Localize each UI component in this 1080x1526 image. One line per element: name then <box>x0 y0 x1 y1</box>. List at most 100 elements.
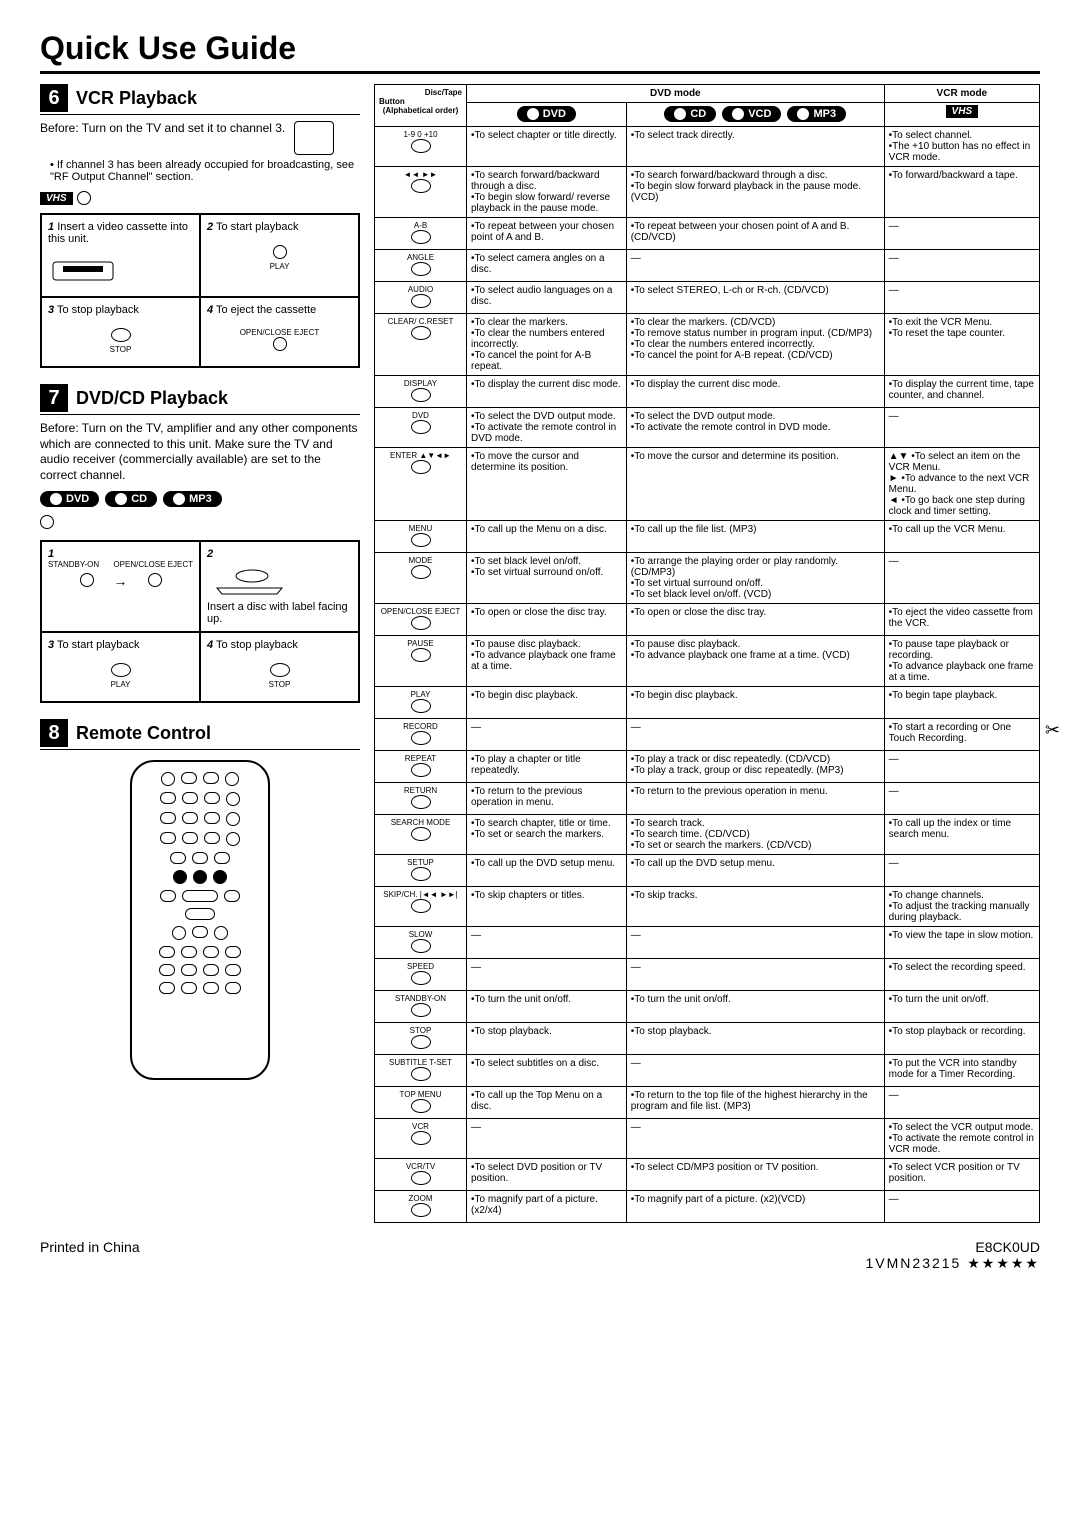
table-row: RETURN•To return to the previous operati… <box>375 783 1040 815</box>
table-row: OPEN/CLOSE EJECT•To open or close the di… <box>375 604 1040 636</box>
button-icon <box>411 565 431 579</box>
function-cell: •To begin disc playback. <box>626 687 884 719</box>
button-cell: PAUSE <box>375 636 467 687</box>
button-cell: VCR <box>375 1119 467 1159</box>
table-row: CLEAR/ C.RESET•To clear the markers. •To… <box>375 314 1040 376</box>
table-row: VCR——•To select the VCR output mode. •To… <box>375 1119 1040 1159</box>
function-cell: •To select VCR position or TV position. <box>884 1159 1039 1191</box>
function-cell: — <box>626 719 884 751</box>
function-cell: •To eject the video cassette from the VC… <box>884 604 1039 636</box>
before-text: Before: Turn on the TV and set it to cha… <box>40 121 285 135</box>
vhs-pill: VHS <box>946 105 979 118</box>
button-cell: ENTER ▲▼◄► <box>375 448 467 521</box>
button-cell: 1-9 0 +10 <box>375 127 467 167</box>
function-cell: •To select subtitles on a disc. <box>467 1055 627 1087</box>
function-cell: •To call up the DVD setup menu. <box>467 855 627 887</box>
button-icon <box>411 971 431 985</box>
function-cell: •To open or close the disc tray. <box>626 604 884 636</box>
table-row: SLOW——•To view the tape in slow motion. <box>375 927 1040 959</box>
function-cell: •To select the VCR output mode. •To acti… <box>884 1119 1039 1159</box>
button-icon <box>411 795 431 809</box>
function-cell: — <box>884 408 1039 448</box>
table-row: AUDIO•To select audio languages on a dis… <box>375 282 1040 314</box>
button-cell: STOP <box>375 1023 467 1055</box>
function-cell: •To search track. •To search time. (CD/V… <box>626 815 884 855</box>
button-cell: VCR/TV <box>375 1159 467 1191</box>
button-cell: MENU <box>375 521 467 553</box>
table-row: ◄◄ ►►•To search forward/backward through… <box>375 167 1040 218</box>
function-cell: •To pause disc playback. •To advance pla… <box>467 636 627 687</box>
section-8-header: 8 Remote Control <box>40 719 360 750</box>
function-cell: — <box>884 553 1039 604</box>
remote-control-diagram <box>130 760 270 1080</box>
function-cell: — <box>884 1191 1039 1223</box>
button-cell: CLEAR/ C.RESET <box>375 314 467 376</box>
function-cell: •To search chapter, title or time. •To s… <box>467 815 627 855</box>
function-cell: •To return to the top file of the highes… <box>626 1087 884 1119</box>
function-cell: •To call up the Menu on a disc. <box>467 521 627 553</box>
function-cell: •To pause tape playback or recording. •T… <box>884 636 1039 687</box>
function-cell: •To return to the previous operation in … <box>626 783 884 815</box>
table-row: VCR/TV•To select DVD position or TV posi… <box>375 1159 1040 1191</box>
button-cell: AUDIO <box>375 282 467 314</box>
function-cell: ▲▼ •To select an item on the VCR Menu. ►… <box>884 448 1039 521</box>
button-icon <box>411 867 431 881</box>
function-cell: — <box>626 250 884 282</box>
function-cell: •To display the current disc mode. <box>467 376 627 408</box>
function-cell: •To skip chapters or titles. <box>467 887 627 927</box>
function-cell: •To call up the Top Menu on a disc. <box>467 1087 627 1119</box>
function-cell: •To call up the file list. (MP3) <box>626 521 884 553</box>
button-icon <box>411 420 431 434</box>
table-row: MODE•To set black level on/off. •To set … <box>375 553 1040 604</box>
section-title: Remote Control <box>76 723 211 744</box>
table-row: A-B•To repeat between your chosen point … <box>375 218 1040 250</box>
button-cell: DVD <box>375 408 467 448</box>
section-7-header: 7 DVD/CD Playback <box>40 384 360 415</box>
function-cell: •To select DVD position or TV position. <box>467 1159 627 1191</box>
function-cell: — <box>467 959 627 991</box>
button-icon <box>411 731 431 745</box>
doc-number: 1VMN23215 ★★★★★ <box>866 1255 1040 1271</box>
function-cell: •To select audio languages on a disc. <box>467 282 627 314</box>
button-cell: SEARCH MODE <box>375 815 467 855</box>
button-icon <box>411 326 431 340</box>
function-cell: •To turn the unit on/off. <box>467 991 627 1023</box>
function-cell: — <box>626 927 884 959</box>
table-row: 1-9 0 +10•To select chapter or title dir… <box>375 127 1040 167</box>
function-cell: — <box>467 1119 627 1159</box>
function-cell: — <box>467 927 627 959</box>
table-row: RECORD——•To start a recording or One Tou… <box>375 719 1040 751</box>
button-icon <box>411 460 431 474</box>
play-icon <box>273 245 287 259</box>
function-cell: •To repeat between your chosen point of … <box>467 218 627 250</box>
function-cell: •To arrange the playing order or play ra… <box>626 553 884 604</box>
button-cell: MODE <box>375 553 467 604</box>
vcr-unit-icon <box>48 257 118 287</box>
function-cell: — <box>884 282 1039 314</box>
left-column: 6 VCR Playback Before: Turn on the TV an… <box>40 84 360 1223</box>
vcd-pill: VCD <box>722 106 781 122</box>
function-cell: •To call up the index or time search men… <box>884 815 1039 855</box>
insert-disc-icon <box>207 560 287 598</box>
function-reference-table: Disc/Tape Button (Alphabetical order) DV… <box>374 84 1040 1223</box>
button-icon <box>411 179 431 193</box>
table-row: SKIP/CH. |◄◄ ►►|•To skip chapters or tit… <box>375 887 1040 927</box>
button-icon <box>411 1171 431 1185</box>
function-cell: — <box>626 959 884 991</box>
cd-pill: CD <box>105 491 157 507</box>
function-cell: •To pause disc playback. •To advance pla… <box>626 636 884 687</box>
function-cell: •To put the VCR into standby mode for a … <box>884 1055 1039 1087</box>
button-cell: PLAY <box>375 687 467 719</box>
function-cell: •To skip tracks. <box>626 887 884 927</box>
button-cell: REPEAT <box>375 751 467 783</box>
button-icon <box>411 763 431 777</box>
function-cell: •To clear the markers. (CD/VCD) •To remo… <box>626 314 884 376</box>
table-row: MENU•To call up the Menu on a disc.•To c… <box>375 521 1040 553</box>
section-6-body: Before: Turn on the TV and set it to cha… <box>40 121 360 368</box>
section-title: DVD/CD Playback <box>76 388 228 409</box>
play-button-icon <box>111 663 131 677</box>
table-row: SUBTITLE T-SET•To select subtitles on a … <box>375 1055 1040 1087</box>
section-number: 6 <box>40 84 68 112</box>
function-cell: •To stop playback or recording. <box>884 1023 1039 1055</box>
table-row: ENTER ▲▼◄►•To move the cursor and determ… <box>375 448 1040 521</box>
